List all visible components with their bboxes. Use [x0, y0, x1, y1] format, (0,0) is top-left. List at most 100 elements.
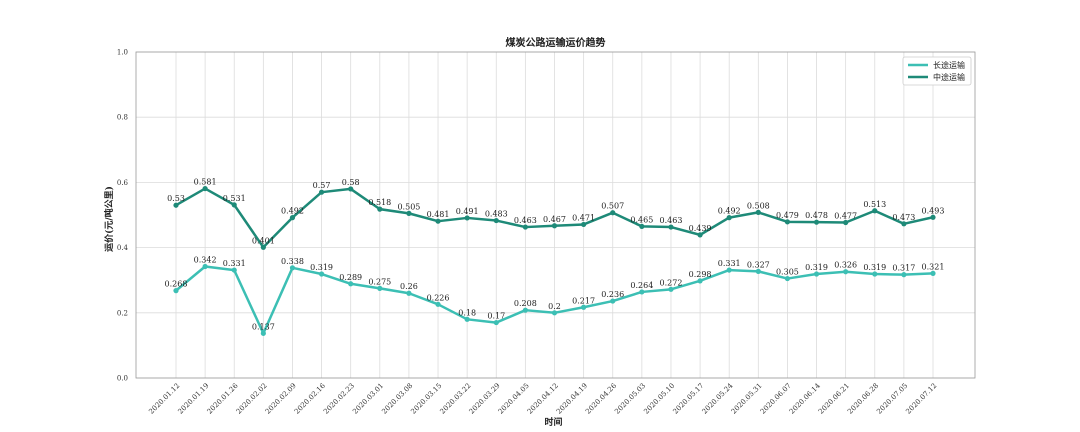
- chart-title: 煤炭公路运输运价趋势: [506, 36, 606, 49]
- data-point: [202, 185, 208, 192]
- data-point: [639, 289, 645, 295]
- data-point: [581, 304, 587, 310]
- data-point: [551, 223, 558, 229]
- data-label: 0.2: [548, 302, 561, 311]
- series: 0.268 0.342 0.331 0.137 0.338 0.319 0.289 0.275…: [165, 178, 945, 336]
- data-label: 0.331: [718, 259, 741, 268]
- data-point: [289, 215, 296, 221]
- data-point: [260, 330, 266, 336]
- data-label: 0.465: [630, 215, 653, 224]
- data-label: 0.321: [922, 262, 945, 271]
- data-label: 0.479: [776, 211, 799, 220]
- series-mid-haul: 0.53 0.581 0.531 0.401 0.492 0.57 0.58 0.518 0.5…: [167, 178, 944, 250]
- data-point: [289, 265, 296, 271]
- data-point: [901, 272, 907, 278]
- y-tick-label: 0.6: [117, 179, 129, 187]
- data-label: 0.208: [514, 299, 537, 308]
- data-point: [464, 215, 470, 221]
- data-point: [784, 275, 791, 282]
- data-point: [406, 210, 412, 216]
- data-label: 0.53: [167, 194, 185, 203]
- data-point: [435, 301, 441, 307]
- y-axis-label: 运价(元/吨公里): [103, 186, 115, 252]
- data-label: 0.268: [165, 280, 188, 289]
- y-tick-label: 0.8: [117, 114, 128, 122]
- y-tick-label: 1.0: [117, 49, 128, 57]
- legend-label-mid-haul: 中途运输: [933, 72, 965, 82]
- data-point: [668, 224, 674, 230]
- data-point: [348, 186, 354, 192]
- data-point: [318, 271, 325, 277]
- data-point: [813, 219, 820, 225]
- x-axis-ticks: 2020.01.122020.01.192020.01.262020.02.02…: [147, 381, 938, 415]
- plot-area: [135, 51, 976, 379]
- data-label: 0.57: [313, 181, 331, 190]
- data-label: 0.226: [427, 293, 450, 302]
- data-label: 0.471: [572, 213, 595, 222]
- data-label: 0.531: [223, 194, 246, 203]
- data-point: [872, 271, 878, 277]
- legend-label-long-haul: 长途运输: [933, 60, 965, 70]
- data-point: [231, 267, 237, 273]
- data-label: 0.478: [805, 211, 828, 220]
- data-point: [697, 232, 703, 238]
- data-label: 0.305: [776, 268, 799, 277]
- data-point: [639, 223, 645, 230]
- y-tick-label: 0.0: [117, 375, 128, 383]
- y-tick-label: 0.4: [117, 244, 129, 252]
- data-point: [755, 209, 761, 215]
- data-label: 0.327: [747, 260, 770, 269]
- series-long-haul: 0.268 0.342 0.331 0.137 0.338 0.319 0.289 0.275…: [165, 256, 945, 336]
- data-label: 0.507: [601, 202, 624, 211]
- data-label: 0.58: [342, 178, 360, 187]
- x-axis-label: 时间: [544, 416, 562, 428]
- data-point: [377, 285, 383, 291]
- data-label: 0.137: [252, 322, 275, 331]
- data-label: 0.26: [400, 282, 418, 291]
- data-point: [872, 208, 878, 214]
- data-label: 0.319: [310, 263, 333, 272]
- data-point: [231, 202, 237, 208]
- data-point: [930, 270, 936, 276]
- data-point: [668, 286, 674, 292]
- data-point: [697, 278, 703, 284]
- data-point: [755, 268, 761, 274]
- data-label: 0.319: [805, 263, 828, 272]
- data-point: [435, 218, 441, 224]
- y-tick-label: 0.2: [117, 309, 128, 317]
- data-point: [406, 290, 412, 296]
- data-label: 0.298: [689, 270, 712, 279]
- data-label: 0.463: [514, 216, 537, 225]
- data-label: 0.477: [834, 211, 857, 220]
- y-axis-ticks: 0.0 0.2 0.4 0.6 0.8 1.0: [117, 49, 129, 383]
- data-label: 0.473: [892, 213, 915, 222]
- data-point: [610, 210, 616, 216]
- data-point: [843, 219, 849, 226]
- x-tick-label: 2020.07.12: [904, 382, 938, 416]
- data-label: 0.467: [543, 215, 566, 224]
- data-label: 0.236: [601, 290, 624, 299]
- data-point: [813, 271, 820, 277]
- data-point: [173, 288, 179, 294]
- data-label: 0.493: [922, 206, 945, 215]
- data-label: 0.581: [194, 178, 217, 187]
- data-point: [377, 206, 383, 212]
- data-point: [726, 215, 732, 221]
- data-label: 0.439: [689, 224, 712, 233]
- data-label: 0.518: [368, 198, 391, 207]
- data-label: 0.492: [281, 207, 304, 216]
- data-point: [726, 267, 732, 273]
- data-label: 0.264: [630, 281, 653, 290]
- data-point: [930, 214, 936, 220]
- data-point: [493, 319, 499, 326]
- data-label: 0.217: [572, 296, 595, 305]
- data-label: 0.508: [747, 201, 770, 210]
- data-point: [202, 263, 208, 270]
- data-label: 0.463: [660, 216, 683, 225]
- data-label: 0.342: [194, 256, 217, 265]
- legend: 长途运输 中途运输: [902, 56, 972, 86]
- data-label: 0.505: [397, 202, 420, 211]
- data-point: [318, 189, 325, 195]
- data-point: [522, 224, 528, 230]
